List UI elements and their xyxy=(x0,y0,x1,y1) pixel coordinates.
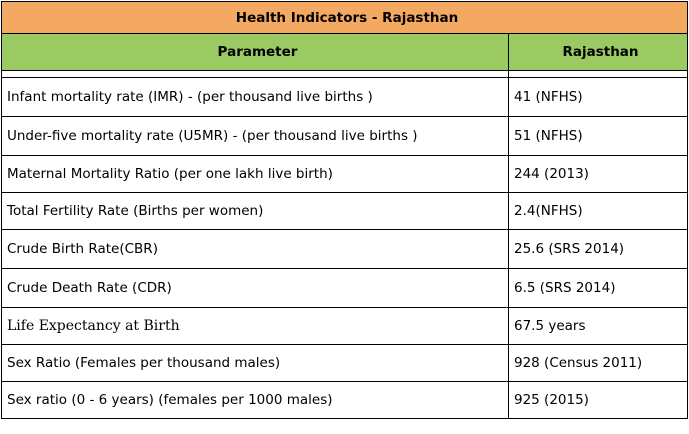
table-row: Life Expectancy at Birth 67.5 years xyxy=(1,307,689,345)
table-title: Health Indicators - Rajasthan xyxy=(0,1,689,34)
value-cell: 244 (2013) xyxy=(507,155,689,193)
column-header-parameter: Parameter xyxy=(1,33,509,71)
value-cell: 2.4(NFHS) xyxy=(507,192,689,230)
parameter-cell: Maternal Mortality Ratio (per one lakh l… xyxy=(1,155,509,193)
table-title-row: Health Indicators - Rajasthan xyxy=(0,1,689,34)
table-row: Crude Birth Rate(CBR) 25.6 (SRS 2014) xyxy=(1,229,689,269)
health-indicators-table: Health Indicators - Rajasthan Parameter … xyxy=(0,1,689,419)
value-cell: 925 (2015) xyxy=(507,381,689,419)
table-row: Sex ratio (0 - 6 years) (females per 100… xyxy=(1,381,689,419)
value-cell: 928 (Census 2011) xyxy=(507,344,689,382)
parameter-cell: Sex ratio (0 - 6 years) (females per 100… xyxy=(1,381,509,419)
value-cell: 25.6 (SRS 2014) xyxy=(507,229,689,269)
spacer-cell xyxy=(1,70,509,78)
table-row: Maternal Mortality Ratio (per one lakh l… xyxy=(1,155,689,193)
table-header-row: Parameter Rajasthan xyxy=(1,33,689,71)
table-row: Under-five mortality rate (U5MR) - (per … xyxy=(1,116,689,156)
parameter-cell: Under-five mortality rate (U5MR) - (per … xyxy=(1,116,509,156)
table-row: Crude Death Rate (CDR) 6.5 (SRS 2014) xyxy=(1,268,689,308)
spacer-row xyxy=(1,70,689,78)
value-cell: 51 (NFHS) xyxy=(507,116,689,156)
column-header-rajasthan: Rajasthan xyxy=(507,33,689,71)
value-cell: 41 (NFHS) xyxy=(507,77,689,117)
parameter-cell: Sex Ratio (Females per thousand males) xyxy=(1,344,509,382)
parameter-cell: Infant mortality rate (IMR) - (per thous… xyxy=(1,77,509,117)
parameter-cell: Crude Birth Rate(CBR) xyxy=(1,229,509,269)
value-cell: 67.5 years xyxy=(507,307,689,345)
table-row: Total Fertility Rate (Births per women) … xyxy=(1,192,689,230)
parameter-cell: Life Expectancy at Birth xyxy=(1,307,509,345)
table-row: Infant mortality rate (IMR) - (per thous… xyxy=(1,77,689,117)
parameter-cell: Total Fertility Rate (Births per women) xyxy=(1,192,509,230)
spacer-cell xyxy=(507,70,689,78)
table-row: Sex Ratio (Females per thousand males) 9… xyxy=(1,344,689,382)
parameter-cell: Crude Death Rate (CDR) xyxy=(1,268,509,308)
value-cell: 6.5 (SRS 2014) xyxy=(507,268,689,308)
